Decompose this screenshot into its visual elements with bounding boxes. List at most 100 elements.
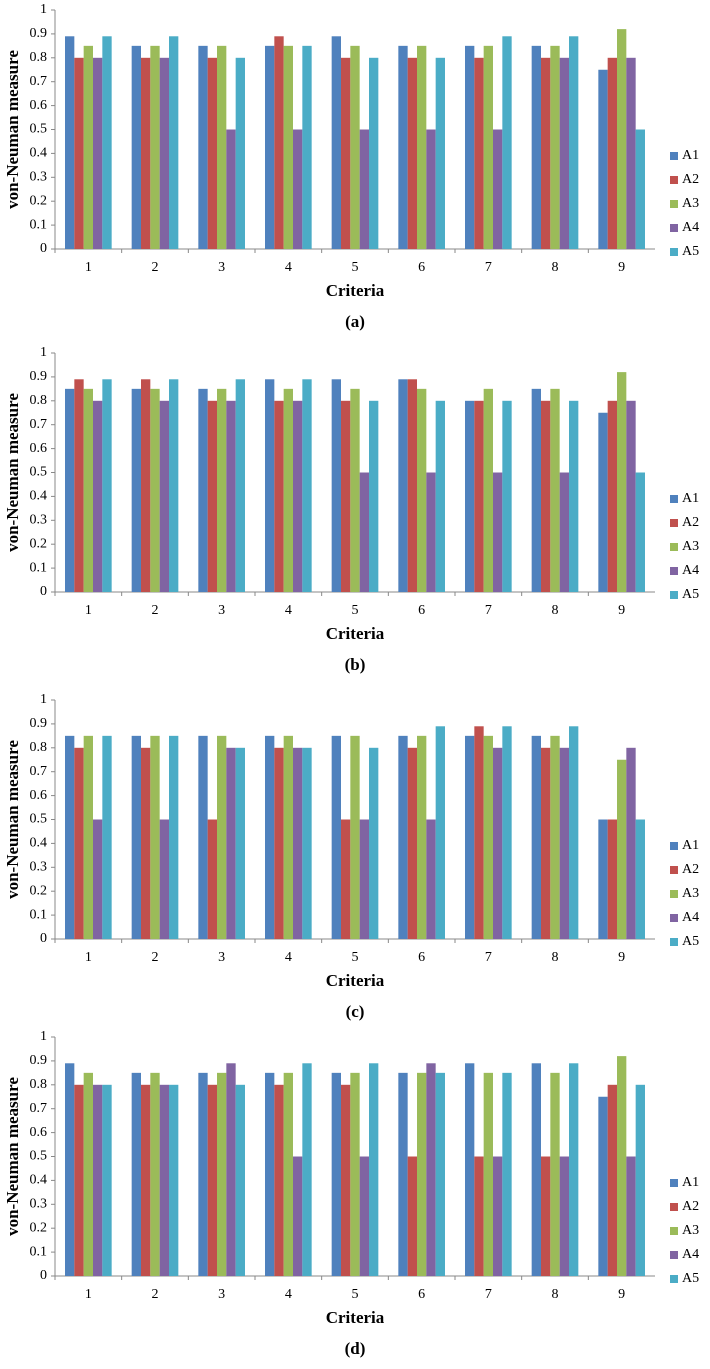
legend-swatch (670, 567, 678, 575)
bar (369, 57, 379, 249)
y-tick-label: 0.4 (30, 1173, 48, 1188)
bar (426, 1063, 436, 1276)
y-tick-label: 0.3 (30, 170, 48, 185)
x-tick-label: 4 (285, 1287, 292, 1302)
bar (483, 388, 493, 592)
bar (635, 1084, 645, 1276)
bar (150, 735, 160, 939)
bar (141, 57, 151, 249)
x-tick-label: 8 (552, 260, 559, 275)
bar (283, 388, 293, 592)
bar (417, 735, 427, 939)
bar (65, 735, 75, 939)
x-tick-label: 6 (418, 603, 425, 618)
bar (93, 1084, 103, 1276)
y-tick-label: 0.4 (30, 836, 48, 851)
bar (283, 735, 293, 939)
bar (531, 388, 541, 592)
bar (235, 379, 245, 592)
caption: (b) (345, 655, 366, 674)
y-tick-label: 0.8 (30, 50, 48, 65)
bar (435, 726, 445, 939)
legend-swatch (670, 591, 678, 599)
x-axis-title: Criteria (326, 1308, 385, 1327)
legend-label: A2 (682, 515, 699, 530)
bar (598, 412, 608, 592)
y-tick-label: 0.3 (30, 1197, 48, 1212)
bar (274, 36, 284, 249)
bar (302, 45, 312, 249)
y-tick-label: 0.6 (30, 98, 48, 113)
bar (359, 1156, 369, 1276)
bar (559, 747, 569, 939)
y-tick-label: 1 (40, 1029, 47, 1044)
legend-label: A2 (682, 172, 699, 187)
bar (502, 400, 512, 592)
bar (617, 759, 627, 939)
legend-label: A5 (682, 587, 699, 602)
bar (550, 735, 560, 939)
bar (131, 735, 141, 939)
bar (207, 1084, 217, 1276)
bar (407, 747, 417, 939)
bar (198, 388, 208, 592)
legend-swatch (670, 890, 678, 898)
bar (598, 1096, 608, 1276)
bar (626, 57, 636, 249)
x-tick-label: 8 (552, 603, 559, 618)
x-tick-label: 9 (618, 1287, 625, 1302)
bar (274, 1084, 284, 1276)
y-tick-label: 0.8 (30, 740, 48, 755)
bar (626, 400, 636, 592)
bar (465, 45, 475, 249)
legend-label: A3 (682, 886, 699, 901)
x-axis-title: Criteria (326, 971, 385, 990)
x-tick-label: 1 (85, 260, 92, 275)
bar (483, 1072, 493, 1276)
y-tick-label: 0.1 (30, 1244, 48, 1259)
bar (293, 400, 303, 592)
x-tick-label: 9 (618, 950, 625, 965)
y-tick-label: 1 (40, 692, 47, 707)
y-tick-label: 0.9 (30, 26, 48, 41)
bar (559, 57, 569, 249)
bar (635, 819, 645, 939)
bar (159, 57, 169, 249)
bar (426, 129, 436, 249)
bar (217, 735, 227, 939)
legend-swatch (670, 866, 678, 874)
bar (398, 735, 408, 939)
legend-label: A5 (682, 934, 699, 949)
bar (417, 1072, 427, 1276)
bar (417, 45, 427, 249)
bar (274, 400, 284, 592)
y-axis-title: von-Neuman measure (3, 393, 22, 552)
legend-label: A1 (682, 491, 699, 506)
bar (550, 388, 560, 592)
bar (493, 747, 503, 939)
legend-swatch (670, 200, 678, 208)
bar (617, 372, 627, 592)
x-tick-label: 5 (352, 603, 359, 618)
bar (483, 735, 493, 939)
x-axis-title: Criteria (326, 281, 385, 300)
bar (198, 45, 208, 249)
legend-swatch (670, 152, 678, 160)
bar (569, 36, 579, 249)
bar (493, 1156, 503, 1276)
bar (341, 1084, 351, 1276)
bar (369, 1063, 379, 1276)
legend-swatch (670, 914, 678, 922)
bar (598, 819, 608, 939)
bar (83, 45, 93, 249)
bar (141, 747, 151, 939)
x-tick-label: 7 (485, 260, 492, 275)
bar (74, 1084, 84, 1276)
bar (274, 747, 284, 939)
bar (131, 45, 141, 249)
bar (331, 1072, 341, 1276)
caption: (d) (345, 1339, 366, 1358)
bar (83, 1072, 93, 1276)
bar (541, 747, 551, 939)
